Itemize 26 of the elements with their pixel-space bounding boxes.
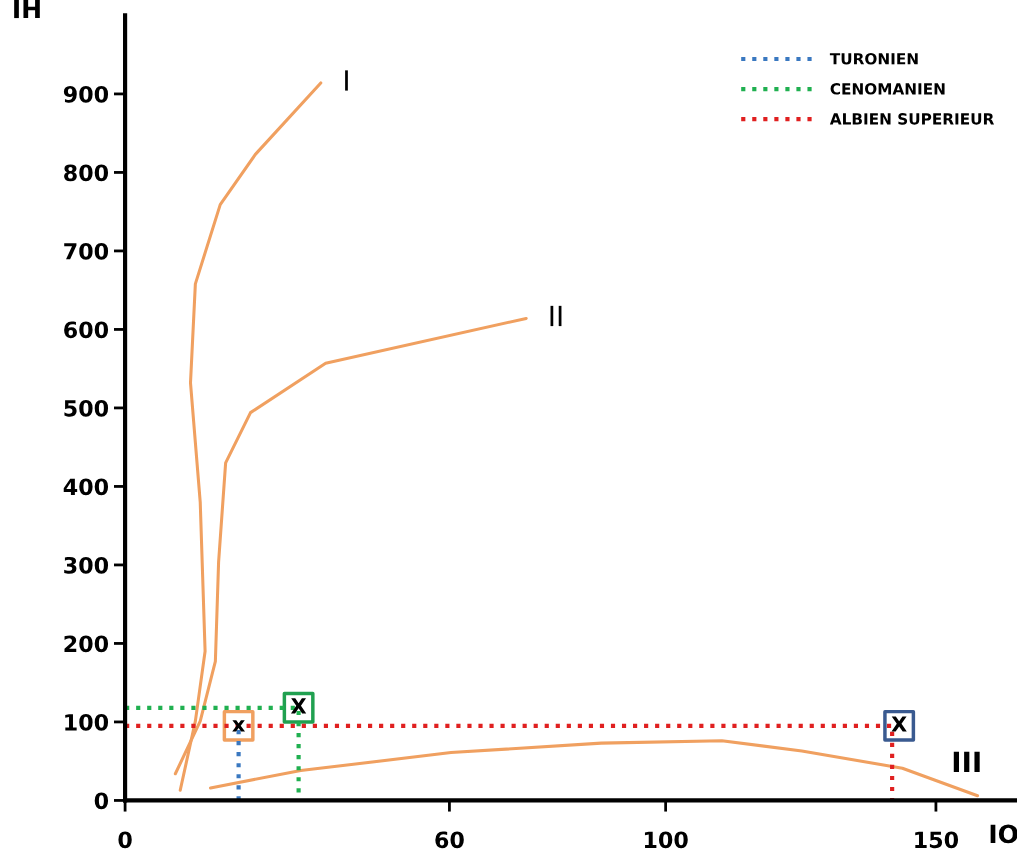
- series-label: III: [953, 751, 980, 772]
- legend-label: ALBIEN SUPERIEUR: [829, 113, 995, 125]
- series-label: I: [345, 70, 348, 91]
- y-tick-label: 500: [64, 399, 109, 417]
- legend-label: CENOMANIEN: [830, 83, 945, 95]
- y-tick-label: 800: [64, 164, 109, 182]
- line-series: [208, 739, 980, 798]
- y-tick-label: 900: [63, 85, 109, 103]
- x-tick-label: 150: [915, 831, 959, 849]
- annotation: x: [232, 720, 246, 732]
- x-tick-label: 0: [118, 831, 132, 849]
- y-tick-label: 200: [64, 635, 109, 653]
- y-tick-label: 600: [64, 321, 109, 339]
- y-axis-title: IH: [14, 0, 40, 19]
- y-tick-label: 700: [64, 242, 109, 260]
- y-tick-label: 0: [94, 792, 109, 810]
- x-tick-label: 60: [435, 831, 464, 849]
- y-tick-label: 400: [63, 478, 109, 496]
- legend-label: TURONIEN: [829, 53, 918, 65]
- series-label: II: [550, 305, 562, 327]
- y-tick-label: 300: [64, 556, 109, 574]
- x-tick-label: 100: [644, 831, 688, 849]
- y-tick-label: 100: [65, 713, 109, 731]
- annotation: X: [290, 698, 307, 714]
- annotation: X: [891, 716, 907, 732]
- x-axis-title: IO: [990, 824, 1017, 844]
